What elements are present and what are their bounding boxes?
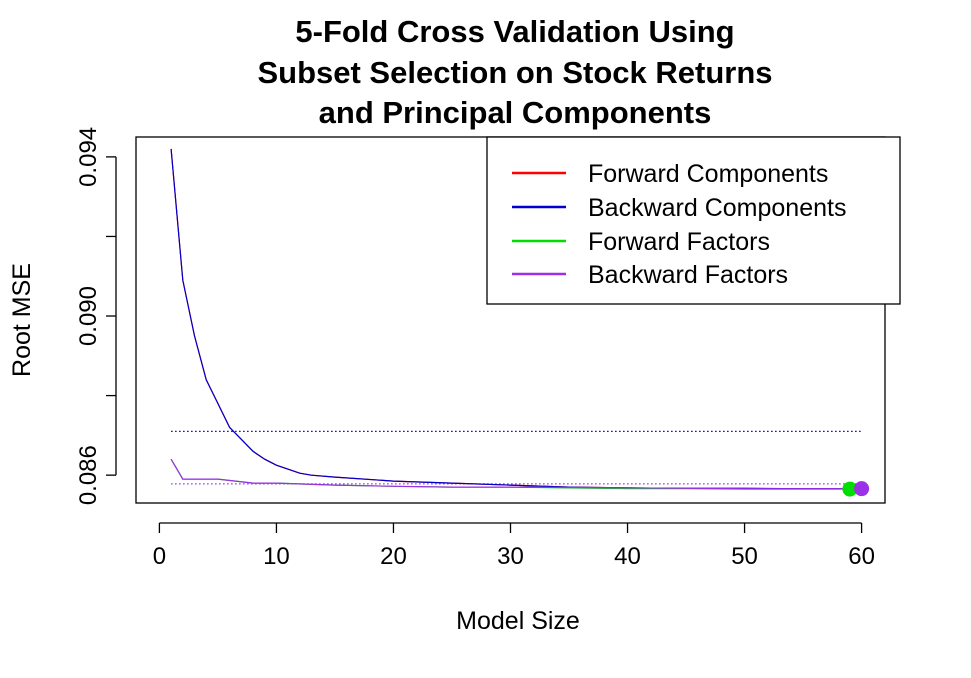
- x-tick-label: 10: [263, 543, 290, 570]
- x-tick-label: 60: [848, 543, 875, 570]
- legend-label-backward-components: Backward Components: [588, 194, 846, 222]
- y-tick-label: 0.094: [75, 127, 102, 187]
- x-tick-label: 50: [731, 543, 758, 570]
- y-tick-label: 0.086: [75, 445, 102, 505]
- y-tick-label: 0.090: [75, 286, 102, 346]
- legend-label-forward-components: Forward Components: [588, 160, 828, 188]
- series-lines: [170, 148, 862, 490]
- x-axis-label: Model Size: [456, 607, 580, 635]
- reference-lines: [171, 430, 862, 485]
- legend: Forward Components Backward Components For…: [486, 136, 901, 305]
- x-tick-label: 30: [497, 543, 524, 570]
- x-tick-label: 40: [614, 543, 641, 570]
- legend-box: [486, 136, 901, 305]
- y-axis-label: Root MSE: [8, 263, 36, 377]
- legend-label-backward-factors: Backward Factors: [588, 261, 788, 289]
- x-axis: 0 10 20 30 40 50 60: [153, 522, 875, 570]
- min-point-forward-factors: [842, 481, 858, 497]
- x-tick-label: 0: [153, 543, 166, 570]
- series-line-backward-factors: [170, 458, 862, 490]
- chart-title-line: Subset Selection on Stock Returns: [257, 55, 772, 90]
- min-point-backward-factors: [854, 481, 870, 497]
- chart-title: 5-Fold Cross Validation Using Subset Sele…: [257, 14, 772, 130]
- y-axis: 0.086 0.090 0.094: [75, 127, 117, 505]
- chart-title-line: 5-Fold Cross Validation Using: [295, 14, 734, 49]
- legend-label-forward-factors: Forward Factors: [588, 228, 770, 256]
- x-tick-label: 20: [380, 543, 407, 570]
- highlight-points: [842, 481, 870, 497]
- chart-title-line: and Principal Components: [319, 95, 712, 130]
